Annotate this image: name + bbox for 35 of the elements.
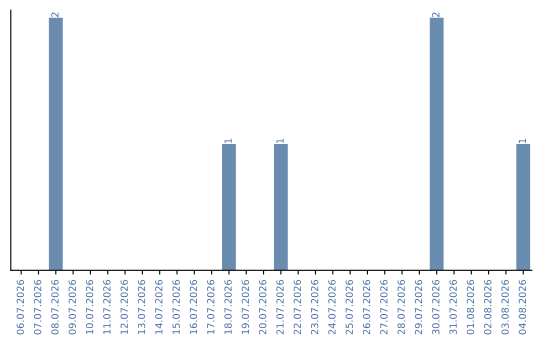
x-tick-label: 15.07.2026 xyxy=(172,280,180,334)
x-tick-label: 18.07.2026 xyxy=(224,280,232,334)
x-tick-label: 21.07.2026 xyxy=(276,280,284,334)
data-label: 1 xyxy=(276,138,284,143)
x-tick-label: 06.07.2026 xyxy=(16,280,24,334)
x-tick-label: 08.07.2026 xyxy=(51,280,59,334)
x-tick-label: 19.07.2026 xyxy=(242,280,250,334)
x-tick-label: 16.07.2026 xyxy=(190,280,198,334)
x-tick-label: 14.07.2026 xyxy=(155,280,163,334)
x-tick-label: 13.07.2026 xyxy=(138,280,146,334)
data-label: 2 xyxy=(51,12,58,18)
x-tick-label: 02.08.2026 xyxy=(484,280,492,334)
x-tick-label: 17.07.2026 xyxy=(207,280,214,334)
x-tick-label: 11.07.2026 xyxy=(103,280,111,334)
x-tick-label: 01.08.2026 xyxy=(466,280,474,334)
data-label: 2 xyxy=(432,12,440,18)
x-tick-label: 23.07.2026 xyxy=(310,280,318,334)
x-tick-label: 04.08.2026 xyxy=(518,280,526,334)
x-tick-label: 26.07.2026 xyxy=(362,280,370,334)
x-tick-label: 03.08.2026 xyxy=(501,280,509,334)
x-tick-label: 29.07.2026 xyxy=(414,280,422,334)
x-tick-label: 22.07.2026 xyxy=(294,280,302,334)
x-tick-label: 31.07.2026 xyxy=(449,280,457,334)
x-tick-label: 24.07.2026 xyxy=(328,280,336,334)
x-tick-label: 28.07.2026 xyxy=(398,280,405,334)
x-tick-label: 25.07.2026 xyxy=(346,280,353,334)
x-tick-label: 07.07.2026 xyxy=(34,280,42,334)
x-tick-label: 10.07.2026 xyxy=(86,280,94,334)
x-tick-label: 09.07.2026 xyxy=(68,280,76,334)
x-tick-label: 20.07.2026 xyxy=(259,280,266,334)
data-label: 1 xyxy=(518,138,526,143)
x-tick-label: 30.07.2026 xyxy=(432,280,440,334)
data-label: 1 xyxy=(224,138,232,143)
x-tick-label: 12.07.2026 xyxy=(120,280,128,334)
x-tick-label: 27.07.2026 xyxy=(380,280,388,334)
